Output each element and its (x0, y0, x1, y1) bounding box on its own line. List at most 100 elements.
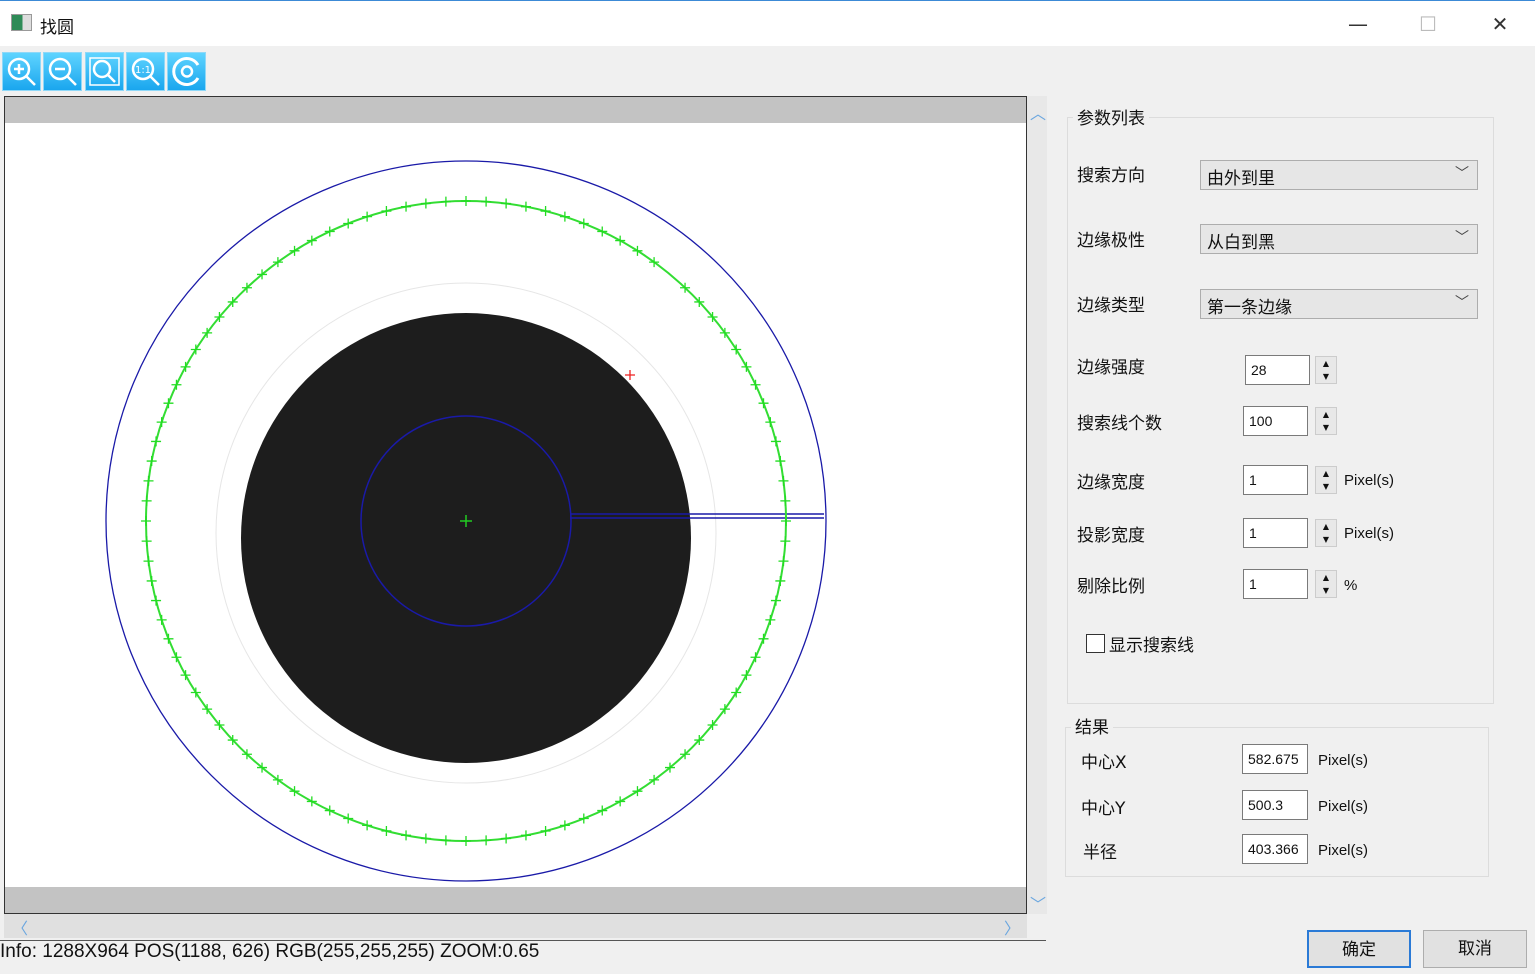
show-lines-checkbox[interactable] (1086, 634, 1105, 653)
zoom-in-button[interactable] (2, 52, 41, 91)
center-x-label: 中心X (1081, 753, 1127, 773)
edge-point (680, 282, 691, 293)
edge-point (707, 312, 718, 323)
edge-point (190, 344, 201, 355)
edge-point (758, 633, 769, 644)
edge-point (501, 833, 512, 844)
reject-ratio-input[interactable]: 1 (1243, 569, 1308, 599)
zoom-out-icon (48, 57, 77, 86)
edge-type-select[interactable]: 第一条边缘 ﹀ (1200, 289, 1478, 319)
edge-point (770, 595, 781, 606)
edge-point (664, 762, 675, 773)
selected-value: 第一条边缘 (1207, 298, 1292, 318)
scroll-up-icon[interactable]: ︿ (1030, 104, 1047, 123)
edge-polarity-select[interactable]: 从白到黑 ﹀ (1200, 224, 1478, 254)
edge-point (202, 327, 213, 338)
show-lines-label[interactable]: 显示搜索线 (1109, 636, 1194, 656)
edge-point (758, 398, 769, 409)
edge-point (775, 456, 786, 467)
edge-point (381, 825, 392, 836)
projection-width-input[interactable]: 1 (1243, 518, 1308, 548)
edge-strength-stepper[interactable]: ▲ ▼ (1315, 356, 1337, 384)
zoom-1to1-button[interactable]: 1:1 (126, 52, 165, 91)
chevron-down-icon: ﹀ (1455, 295, 1469, 311)
edge-point (163, 398, 174, 409)
horizontal-scrollbar[interactable]: 〈 〉 (4, 914, 1027, 938)
maximize-button[interactable]: ☐ (1419, 12, 1437, 36)
edge-point (680, 749, 691, 760)
edge-point (146, 456, 157, 467)
scroll-down-icon[interactable]: ﹀ (1030, 895, 1047, 914)
info-status: Info: 1288X964 POS(1188, 626) RGB(255,25… (0, 940, 1046, 966)
edge-point (306, 796, 317, 807)
zoom-out-button[interactable] (43, 52, 82, 91)
center-x-unit: Pixel(s) (1318, 752, 1369, 769)
image-area[interactable] (5, 123, 1026, 887)
edge-point (741, 361, 752, 372)
edge-type-label: 边缘类型 (1077, 296, 1145, 316)
edge-point (649, 257, 660, 268)
edge-point (775, 575, 786, 586)
zoom-in-icon (7, 57, 36, 86)
selected-value: 从白到黑 (1207, 233, 1275, 253)
minimize-button[interactable]: — (1348, 12, 1368, 36)
edge-width-input[interactable]: 1 (1243, 465, 1308, 495)
edge-point (343, 813, 354, 824)
search-direction-select[interactable]: 由外到里 ﹀ (1200, 160, 1478, 190)
edge-point (141, 536, 152, 547)
selected-value: 由外到里 (1207, 169, 1275, 189)
edge-point (241, 282, 252, 293)
zoom-fit-button[interactable] (85, 52, 124, 91)
edge-point (578, 813, 589, 824)
edge-point (540, 206, 551, 217)
center-y-value: 500.3 (1242, 790, 1308, 820)
edge-point (694, 296, 705, 307)
edge-point (597, 805, 608, 816)
edge-point (227, 735, 238, 746)
scroll-left-icon[interactable]: 〈 (12, 919, 29, 938)
vertical-scrollbar[interactable]: ︿ ﹀ (1027, 96, 1047, 914)
projection-width-unit: Pixel(s) (1344, 525, 1395, 542)
edge-point (362, 820, 373, 831)
reject-ratio-stepper[interactable]: ▲ ▼ (1315, 570, 1337, 598)
center-x-value: 582.675 (1242, 744, 1308, 774)
edge-point (257, 762, 268, 773)
reject-ratio-unit: % (1344, 577, 1358, 594)
title-bar: 找圆 — ☐ ✕ (0, 0, 1535, 46)
edge-width-label: 边缘宽度 (1077, 473, 1145, 493)
edge-width-stepper[interactable]: ▲ ▼ (1315, 466, 1337, 494)
edge-point (597, 226, 608, 237)
edge-point (481, 835, 492, 846)
cancel-button[interactable]: 取消 (1423, 930, 1527, 968)
edge-point (615, 796, 626, 807)
edge-point (501, 198, 512, 209)
reset-view-button[interactable] (167, 52, 206, 91)
edge-point (151, 595, 162, 606)
edge-point (778, 556, 789, 567)
edge-point (632, 245, 643, 256)
ok-button[interactable]: 确定 (1307, 930, 1411, 968)
projection-width-stepper[interactable]: ▲ ▼ (1315, 519, 1337, 547)
edge-point (578, 218, 589, 229)
edge-point (632, 786, 643, 797)
search-lines-input[interactable]: 100 (1243, 406, 1308, 436)
edge-point (289, 786, 300, 797)
edge-point (481, 196, 492, 207)
scroll-right-icon[interactable]: 〉 (1004, 919, 1021, 938)
edge-point (171, 379, 182, 390)
edge-point (707, 719, 718, 730)
search-lines-stepper[interactable]: ▲ ▼ (1315, 407, 1337, 435)
edge-point (649, 774, 660, 785)
image-viewer[interactable] (4, 96, 1027, 914)
image-overlay (105, 160, 827, 882)
chevron-down-icon: ﹀ (1455, 166, 1469, 182)
edge-strength-input[interactable]: 28 (1245, 355, 1310, 385)
center-y-unit: Pixel(s) (1318, 798, 1369, 815)
edge-point (440, 196, 451, 207)
close-button[interactable]: ✕ (1491, 12, 1509, 36)
edge-strength-label: 边缘强度 (1077, 358, 1145, 378)
center-y-label: 中心Y (1081, 799, 1126, 819)
edge-point (180, 361, 191, 372)
edge-point (750, 379, 761, 390)
edge-point (306, 235, 317, 246)
